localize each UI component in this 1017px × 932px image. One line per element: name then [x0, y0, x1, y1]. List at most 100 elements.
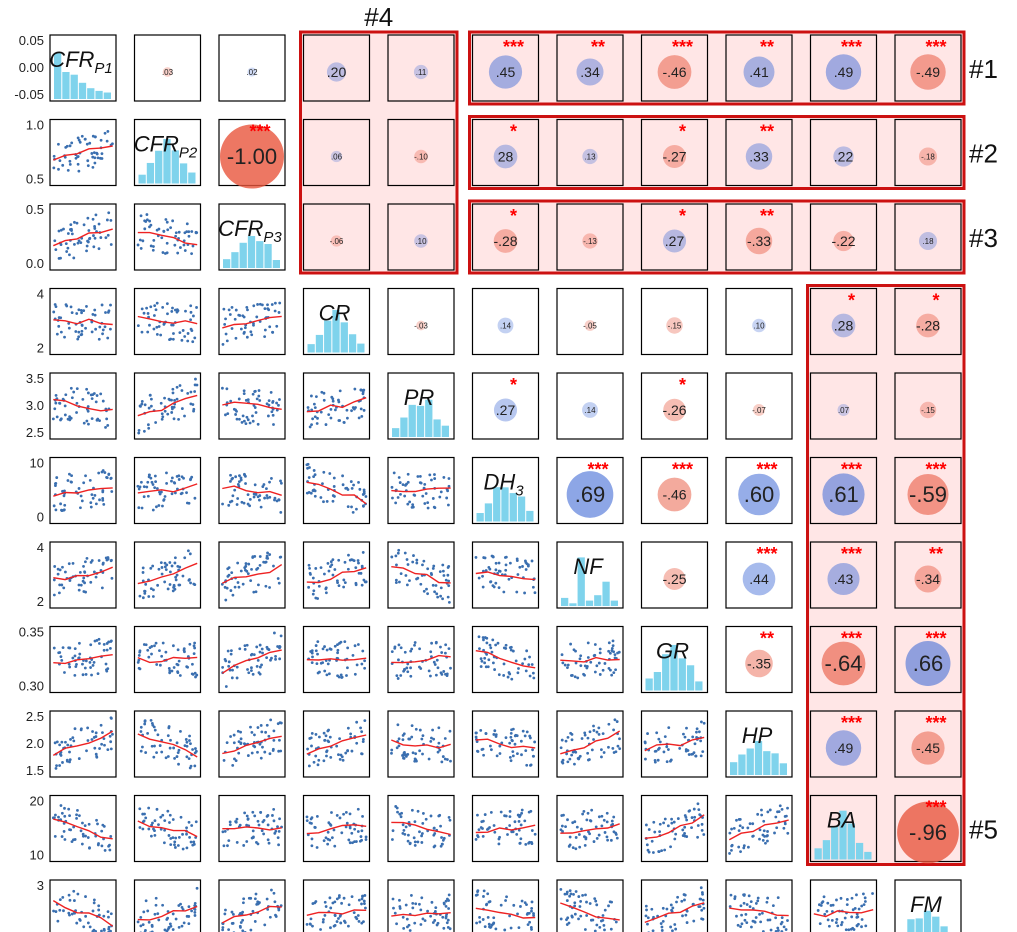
cell-frame: [218, 456, 286, 525]
scatter-point: [401, 832, 405, 835]
scatter-point: [157, 325, 161, 328]
correlation-cell: 28*: [493, 122, 518, 169]
scatter-point: [95, 818, 98, 822]
matrix-cell: [133, 879, 202, 932]
scatter-point: [188, 552, 192, 556]
scatter-point: [585, 900, 588, 904]
correlation-circle: [497, 317, 514, 334]
scatter-point: [106, 310, 110, 314]
scatter-point: [696, 824, 700, 827]
scatter-point: [81, 832, 85, 836]
scatter-point: [147, 655, 151, 659]
matrix-cell: [894, 372, 962, 440]
cell-frame: [471, 456, 540, 525]
scatter-point: [141, 812, 145, 816]
scatter-point: [311, 902, 315, 905]
scatter-point: [408, 737, 412, 741]
scatter-point: [136, 484, 140, 488]
scatter-point: [413, 820, 417, 824]
scatter-point: [226, 412, 230, 416]
scatter-point: [193, 646, 197, 650]
scatter-point: [318, 735, 321, 739]
scatter-point: [447, 907, 450, 910]
scatter-point: [251, 419, 255, 423]
scatter-point: [193, 914, 197, 917]
scatter-point: [360, 414, 364, 418]
scatter-point: [736, 923, 740, 927]
scatter-point: [608, 651, 612, 655]
scatter-point: [485, 641, 489, 645]
scatter-point: [141, 923, 145, 927]
correlation-value: -.59: [909, 482, 947, 507]
scatter-point: [437, 726, 441, 730]
scatter-point: [345, 486, 349, 490]
scatter-point: [78, 814, 81, 818]
scatter-point: [78, 641, 81, 645]
scatter-point: [81, 834, 85, 838]
scatter-point: [681, 914, 684, 918]
scatter-point: [107, 927, 111, 931]
scatter-point: [361, 392, 365, 396]
scatter-point: [528, 674, 532, 678]
correlation-value: -.03: [414, 321, 428, 330]
scatter-point: [342, 421, 346, 424]
scatter-point: [423, 502, 427, 505]
scatter-point: [684, 913, 688, 917]
scatter-point: [310, 837, 314, 841]
scatter-point: [506, 675, 510, 679]
significance-stars: ***: [925, 713, 946, 733]
scatter-point: [137, 431, 141, 435]
scatter-point: [175, 310, 179, 314]
scatter-point: [58, 908, 62, 912]
cell-frame: [387, 118, 455, 187]
scatter-point: [66, 479, 70, 482]
scatter-point: [58, 651, 62, 654]
scatter-point: [231, 668, 234, 672]
scatter-point: [530, 928, 533, 931]
scatter-point: [657, 737, 661, 741]
matrix-cell: [809, 625, 878, 694]
scatter-point: [226, 574, 230, 578]
scatter-point: [171, 836, 175, 840]
scatter-point: [244, 562, 248, 565]
scatter-point: [279, 481, 283, 485]
scatter-point: [404, 574, 408, 577]
cell-frame: [725, 203, 793, 271]
scatter-point: [601, 919, 605, 922]
scatter-point: [476, 835, 480, 839]
scatter-point: [692, 919, 696, 923]
scatter-point: [305, 463, 309, 467]
matrix-cell: [133, 203, 202, 271]
scatter-point: [166, 755, 170, 758]
cell-frame: [133, 372, 202, 440]
scatter-point: [700, 828, 704, 832]
scatter-point: [277, 749, 281, 753]
scatter-point: [323, 900, 327, 904]
scatter-point: [340, 755, 344, 759]
scatter-point: [408, 929, 412, 932]
histogram-bar: [730, 762, 738, 775]
cell-frame: [387, 456, 455, 525]
scatter-point: [695, 727, 699, 731]
scatter-point: [515, 734, 519, 738]
y-tick-label: 0.00: [19, 60, 44, 75]
highlight-box: [468, 115, 966, 190]
matrix-cell: [49, 879, 117, 932]
scatter-point: [732, 826, 736, 830]
scatter-point: [356, 807, 360, 811]
scatter-point: [172, 405, 176, 409]
correlation-value: .69: [575, 482, 606, 507]
scatter-point: [259, 724, 263, 727]
scatter-point: [76, 337, 80, 341]
trend-line: [306, 397, 367, 413]
trend-line: [222, 315, 282, 329]
scatter-point: [849, 927, 853, 931]
scatter-point: [530, 909, 533, 913]
correlation-value: -.22: [831, 233, 855, 249]
scatter-point: [241, 910, 245, 914]
scatter-point: [359, 726, 362, 730]
scatter-point: [58, 159, 62, 163]
scatter-point: [324, 423, 328, 426]
cell-frame: [387, 710, 455, 778]
scatter-point: [681, 828, 685, 832]
